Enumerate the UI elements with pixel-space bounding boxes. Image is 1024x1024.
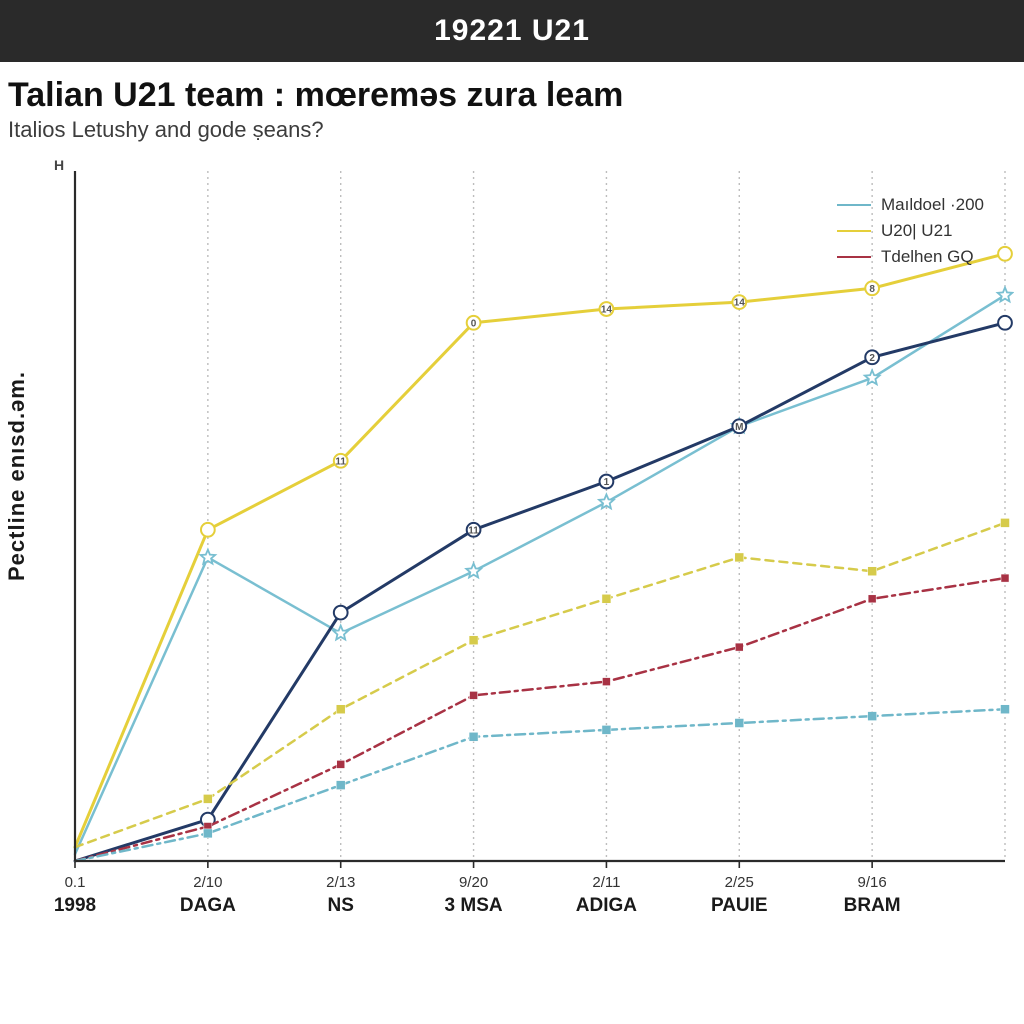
svg-text:2/11: 2/11	[592, 874, 620, 891]
header-bar-text: 19221 U21	[434, 14, 590, 47]
legend-item: Maıldoel ·200	[837, 195, 984, 215]
svg-text:DAGA: DAGA	[180, 895, 236, 916]
svg-text:ADIGA: ADIGA	[576, 895, 638, 916]
svg-text:0: 0	[471, 318, 477, 329]
legend: Maıldoel ·200 U20| U21 Tdelhen GQ	[837, 195, 984, 273]
svg-text:NS: NS	[328, 895, 354, 916]
svg-text:1: 1	[604, 477, 610, 488]
header-bar: 19221 U21	[0, 0, 1024, 62]
svg-text:M: M	[735, 422, 743, 433]
svg-text:1998: 1998	[54, 895, 96, 916]
main-title: Talian U21 team : mœreməs zura leam	[8, 76, 1024, 115]
svg-text:3 MSA: 3 MSA	[445, 895, 503, 916]
svg-text:PAUIE: PAUIE	[711, 895, 768, 916]
svg-text:BRAM: BRAM	[844, 895, 901, 916]
legend-item: U20| U21	[837, 221, 984, 241]
y-axis-corner-label: H	[54, 157, 64, 173]
sub-title: Italios Letushy and gode ṣeans?	[8, 117, 1024, 143]
legend-item: Tdelhen GQ	[837, 247, 984, 267]
svg-text:2: 2	[869, 353, 875, 364]
y-axis-label: Pectline enısd.əm.	[4, 371, 30, 581]
svg-text:11: 11	[468, 525, 479, 536]
legend-swatch	[837, 230, 871, 232]
legend-swatch	[837, 204, 871, 206]
svg-text:14: 14	[601, 305, 613, 316]
svg-text:14: 14	[734, 298, 746, 309]
titles: Talian U21 team : mœreməs zura leam Ital…	[0, 62, 1024, 143]
chart: H Pectline enısd.əm. Maıldoel ·200 U20| …	[10, 151, 1014, 951]
svg-text:2/25: 2/25	[725, 874, 754, 891]
svg-text:8: 8	[869, 284, 875, 295]
svg-text:0.1: 0.1	[65, 874, 86, 891]
svg-text:2/10: 2/10	[193, 874, 222, 891]
legend-label: Tdelhen GQ	[881, 247, 974, 267]
legend-swatch	[837, 256, 871, 258]
svg-text:9/20: 9/20	[459, 874, 488, 891]
legend-label: U20| U21	[881, 221, 953, 241]
svg-text:11: 11	[335, 456, 346, 467]
svg-text:2/13: 2/13	[326, 874, 355, 891]
legend-label: Maıldoel ·200	[881, 195, 984, 215]
svg-text:9/16: 9/16	[858, 874, 887, 891]
